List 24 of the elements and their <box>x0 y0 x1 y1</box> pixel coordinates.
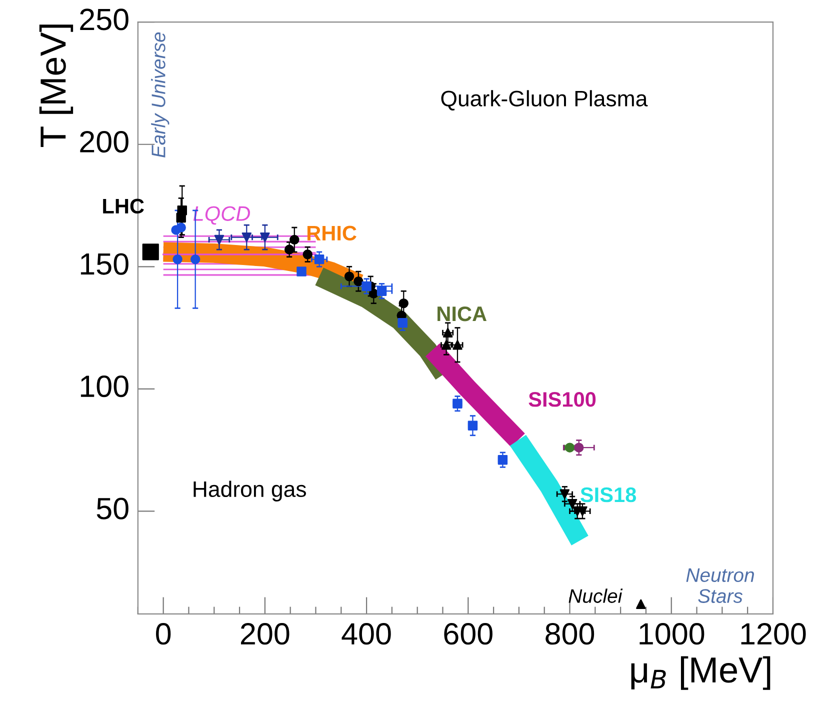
x-tick-label: 400 <box>342 623 391 645</box>
y-axis-title: T [MeV] <box>39 24 74 148</box>
series-label: SIS18 <box>580 487 636 502</box>
y-tick-label: 200 <box>80 130 128 153</box>
y-tick-label: 150 <box>80 253 128 275</box>
x-tick-label: 0 <box>156 623 171 645</box>
series-label: RHIC <box>307 226 356 241</box>
series-label: LHC <box>103 198 144 214</box>
annotation: Nuclei <box>568 588 623 603</box>
x-axis-title: μ$_{B}$ [MeV] <box>631 656 770 690</box>
x-tick-label: 1200 <box>741 623 806 645</box>
x-tick-label: 200 <box>240 623 290 645</box>
y-tick-label: 50 <box>96 498 128 520</box>
x-tick-label: 600 <box>444 623 492 645</box>
annotation: Quark-Gluon Plasma <box>441 90 648 110</box>
y-tick-label: 250 <box>80 8 128 30</box>
x-tick-label: 1000 <box>640 623 704 645</box>
series-label: NICA <box>438 306 487 322</box>
x-tick-label: 800 <box>546 623 594 645</box>
y-tick-label: 100 <box>80 375 128 398</box>
annotation: Neutron Stars <box>686 568 754 603</box>
annotation: Early Universe <box>151 32 170 158</box>
annotation: Hadron gas <box>194 480 306 502</box>
series-label: SIS100 <box>528 392 596 407</box>
